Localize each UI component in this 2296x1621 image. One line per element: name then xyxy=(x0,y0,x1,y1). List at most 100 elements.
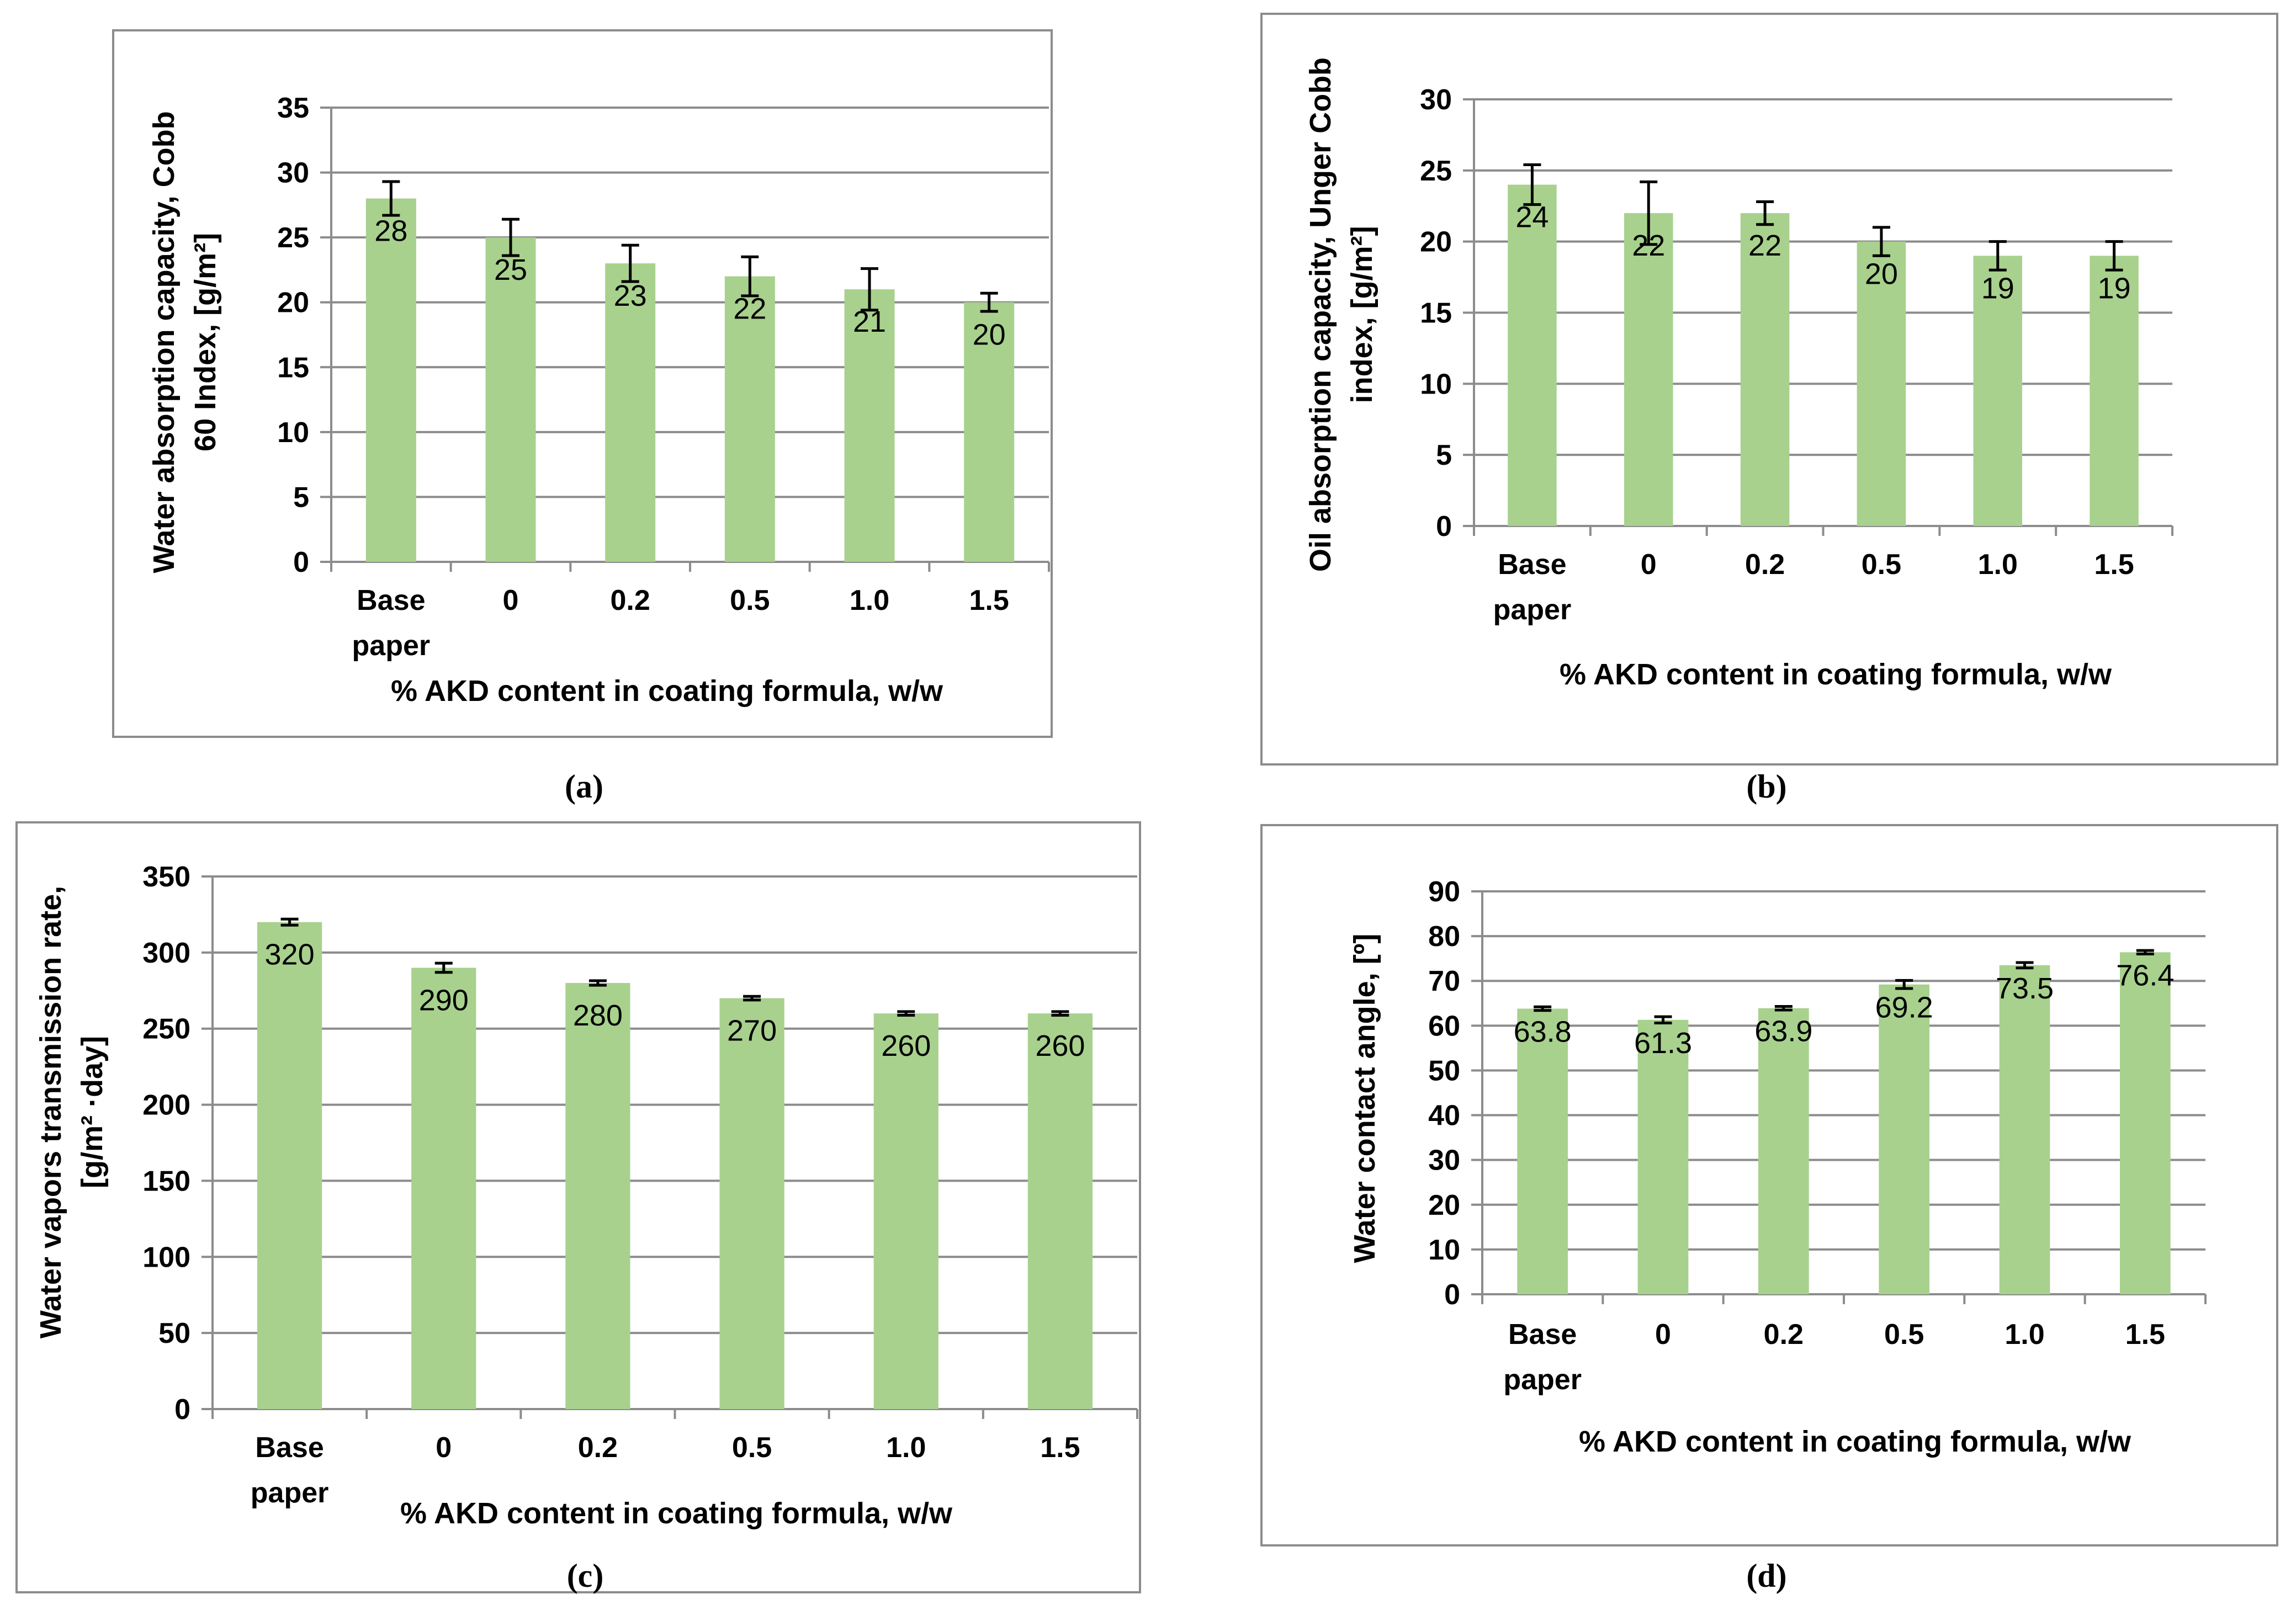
error-bar xyxy=(2016,961,2034,970)
y-tick-label: 100 xyxy=(142,1241,190,1273)
error-bar xyxy=(621,243,639,283)
y-tick-label: 25 xyxy=(277,222,309,254)
error-bar xyxy=(1989,240,2007,272)
data-label: 260 xyxy=(881,1029,931,1062)
error-bar xyxy=(1051,1010,1069,1017)
x-tick-label-line: 0.2 xyxy=(1745,549,1785,581)
panel-c: 0 50 100 150 200 250 300 350 320 290 280 270 260 260 B… xyxy=(15,821,1141,1594)
x-tick-label: 0.5 xyxy=(732,1432,772,1464)
x-tick-label: 0.5 xyxy=(1862,549,1901,581)
x-tick-label-line: 1.5 xyxy=(969,584,1009,616)
y-tick-label: 30 xyxy=(1420,84,1452,116)
data-label: 20 xyxy=(973,318,1006,352)
panel-caption: (b) xyxy=(1746,768,1786,805)
y-tick-label: 5 xyxy=(293,481,309,513)
y-tick-label: 15 xyxy=(277,352,309,384)
x-ticks xyxy=(1481,1294,2207,1304)
data-label: 22 xyxy=(1748,229,1781,262)
x-tick-label: 0.2 xyxy=(1745,549,1785,581)
x-tick-label: 0 xyxy=(503,584,519,616)
y-axis-title-line: 60 Index, [g/m²] xyxy=(189,233,222,451)
bar xyxy=(257,922,322,1409)
y-axis-title: Water vapors transmission rate, [g/m² ·da… xyxy=(34,886,109,1338)
y-tick-label: 350 xyxy=(142,861,190,893)
data-label: 63.9 xyxy=(1754,1015,1812,1048)
panel-caption: (d) xyxy=(1746,1558,1786,1594)
error-bar xyxy=(1872,226,1890,257)
data-label: 20 xyxy=(1865,258,1898,291)
y-axis-title-line: [g/m² ·day] xyxy=(76,1036,109,1188)
data-label: 260 xyxy=(1035,1029,1085,1062)
error-bar xyxy=(502,217,519,257)
data-label: 69.2 xyxy=(1875,991,1933,1024)
x-tick-label: 0 xyxy=(1655,1319,1671,1351)
x-ticks xyxy=(211,1409,1138,1419)
data-labels: 24 22 22 20 19 19 xyxy=(1515,201,2130,305)
error-bars xyxy=(382,180,998,313)
x-tick-label-line: 0 xyxy=(1641,549,1657,581)
y-tick-label: 20 xyxy=(1428,1189,1460,1221)
x-tick-label-line: 1.0 xyxy=(886,1432,926,1464)
x-tick-labels: Base paper 0 0.2 0.5 1.0 1.5 xyxy=(352,584,1009,662)
data-label: 270 xyxy=(727,1014,777,1048)
x-tick-label: 0.5 xyxy=(1884,1319,1924,1351)
x-tick-label: Base paper xyxy=(251,1432,329,1509)
bar xyxy=(1758,1008,1809,1294)
y-tick-label: 300 xyxy=(142,937,190,969)
y-tick-label: 0 xyxy=(1444,1279,1460,1311)
x-tick-label-line: Base xyxy=(255,1432,324,1464)
y-tick-label: 20 xyxy=(1420,226,1452,258)
x-tick-label-line: 1.0 xyxy=(850,584,889,616)
data-label: 28 xyxy=(374,215,407,248)
data-label: 61.3 xyxy=(1634,1027,1692,1060)
data-label: 280 xyxy=(573,999,623,1032)
bar xyxy=(411,968,476,1409)
y-tick-label: 60 xyxy=(1428,1010,1460,1042)
data-label: 22 xyxy=(733,293,766,326)
error-bar xyxy=(1534,1005,1552,1012)
bar xyxy=(1624,213,1673,527)
x-tick-label-line: 0 xyxy=(1655,1319,1671,1351)
data-label: 23 xyxy=(614,279,647,312)
x-tick-label-line: Base xyxy=(357,584,425,616)
data-label: 25 xyxy=(494,253,527,286)
x-tick-label: 0.2 xyxy=(611,584,650,616)
panel-b: 0 5 10 15 20 25 30 24 22 22 20 19 19 Base paper 0 0.2 0.5… xyxy=(1260,13,2278,805)
bar xyxy=(485,237,536,562)
bar xyxy=(719,998,784,1409)
bar xyxy=(1999,965,2050,1294)
error-bar xyxy=(434,961,453,974)
x-tick-label: 0 xyxy=(436,1432,452,1464)
x-ticks xyxy=(330,562,1050,572)
y-tick-label: 15 xyxy=(1420,297,1452,329)
data-label: 73.5 xyxy=(1996,972,2054,1005)
bar xyxy=(1027,1013,1093,1409)
data-label: 320 xyxy=(265,938,315,971)
x-tick-labels: Base paper 0 0.2 0.5 1.0 1.5 xyxy=(1493,549,2134,626)
x-axis-title: % AKD content in coating formula, w/w xyxy=(391,674,943,708)
x-tick-label-line: paper xyxy=(1503,1364,1582,1396)
x-tick-label: 1.0 xyxy=(886,1432,926,1464)
x-tick-label-line: paper xyxy=(251,1477,329,1509)
x-tick-label-line: 0 xyxy=(503,584,519,616)
y-tick-label: 35 xyxy=(277,92,309,124)
error-bar xyxy=(897,1010,915,1017)
error-bar xyxy=(2136,949,2154,956)
bar xyxy=(1637,1019,1689,1294)
error-bar xyxy=(861,267,878,312)
x-tick-label: 1.0 xyxy=(1978,549,2018,581)
y-tick-label: 20 xyxy=(277,287,309,319)
bars xyxy=(1517,952,2171,1294)
x-tick-label-line: 1.5 xyxy=(2094,549,2134,581)
bar xyxy=(605,263,656,562)
error-bar xyxy=(280,917,299,927)
y-axis-title-line: index, [g/m²] xyxy=(1345,226,1378,403)
y-tick-label: 70 xyxy=(1428,965,1460,997)
bar xyxy=(2090,256,2139,526)
data-labels: 320 290 280 270 260 260 xyxy=(265,938,1085,1062)
x-tick-label-line: paper xyxy=(1493,594,1572,626)
y-tick-label: 80 xyxy=(1428,921,1460,953)
error-bars xyxy=(1523,163,2123,272)
y-tick-labels: 0 50 100 150 200 250 300 350 xyxy=(142,861,190,1426)
x-tick-label-line: 0.5 xyxy=(730,584,770,616)
